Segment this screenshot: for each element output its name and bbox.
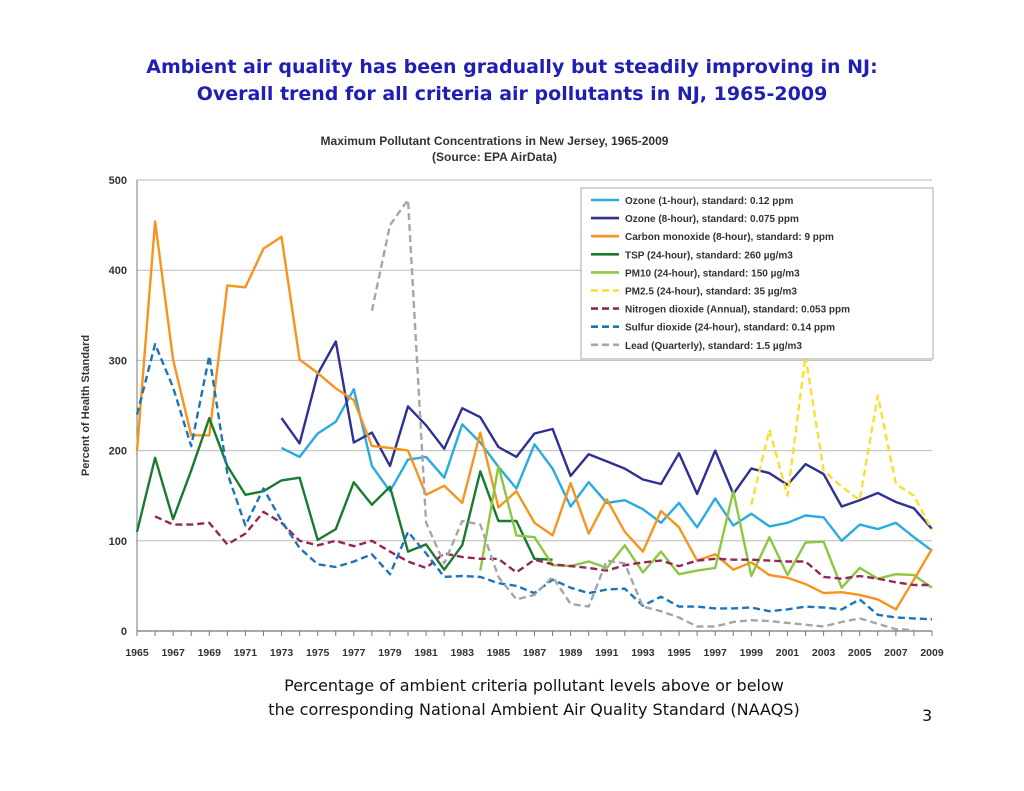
series-line-5 [750, 354, 934, 531]
page-number: 3 [922, 706, 933, 725]
x-tick-label: 1967 [161, 647, 185, 659]
y-tick-label: 200 [109, 446, 127, 458]
caption-line-1: Percentage of ambient criteria pollutant… [284, 676, 784, 695]
series-line-1 [280, 340, 933, 530]
pollutant-line-chart: Maximum Pollutant Concentrations in New … [80, 134, 944, 659]
x-tick-label: 2005 [848, 647, 872, 659]
x-tick-label: 1979 [378, 647, 402, 659]
caption-line-2: the corresponding National Ambient Air Q… [268, 700, 800, 719]
series-line-2 [135, 220, 934, 611]
legend-entry-4: PM10 (24-hour), standard: 150 µg/m3 [625, 268, 800, 279]
slide-title: Ambient air quality has been gradually b… [0, 54, 1024, 108]
slide-title-line-1: Ambient air quality has been gradually b… [146, 56, 878, 78]
x-tick-label: 1999 [740, 647, 764, 659]
x-tick-label: 1993 [631, 647, 655, 659]
legend-box [580, 187, 934, 360]
series-line-6 [154, 510, 932, 587]
x-tick-label: 1975 [306, 647, 330, 659]
legend-entry-3: TSP (24-hour), standard: 260 µg/m3 [625, 250, 793, 261]
chart-title: Maximum Pollutant Concentrations in New … [321, 134, 669, 148]
legend-entry-7: Sulfur dioxide (24-hour), standard: 0.14… [625, 323, 835, 334]
legend-entry-6: Nitrogen dioxide (Annual), standard: 0.0… [625, 305, 850, 316]
x-tick-label: 1995 [667, 647, 691, 659]
x-tick-label: 1981 [414, 647, 438, 659]
series-line-0 [280, 388, 933, 552]
series-line-7 [135, 342, 933, 621]
y-tick-label: 500 [109, 175, 127, 187]
x-tick-label: 2003 [812, 647, 836, 659]
slide-caption: Percentage of ambient criteria pollutant… [0, 674, 1024, 722]
x-tick-label: 1969 [198, 647, 222, 659]
x-tick-label: 2001 [776, 647, 800, 659]
y-tick-label: 400 [109, 265, 127, 277]
y-tick-label: 300 [109, 355, 127, 367]
legend-entry-5: PM2.5 (24-hour), standard: 35 µg/m3 [625, 287, 797, 298]
series-line-4 [479, 464, 933, 589]
legend-entry-1: Ozone (8-hour), standard: 0.075 ppm [625, 214, 799, 225]
x-tick-label: 2007 [884, 647, 908, 659]
x-tick-label: 1991 [595, 647, 619, 659]
y-tick-label: 100 [109, 536, 127, 548]
chart-subtitle: (Source: EPA AirData) [432, 150, 557, 164]
x-tick-label: 1977 [342, 647, 366, 659]
x-tick-label: 1965 [125, 647, 149, 659]
legend-entry-0: Ozone (1-hour), standard: 0.12 ppm [625, 196, 793, 207]
x-tick-label: 1987 [523, 647, 547, 659]
x-tick-label: 1971 [234, 647, 258, 659]
x-tick-label: 1973 [270, 647, 294, 659]
series-line-8 [370, 198, 914, 632]
x-tick-label: 1983 [451, 647, 475, 659]
legend-entry-2: Carbon monoxide (8-hour), standard: 9 pp… [625, 232, 834, 243]
series-line-3 [135, 416, 553, 571]
y-axis-label: Percent of Health Standard [80, 335, 92, 476]
y-tick-label: 0 [121, 626, 127, 638]
x-tick-label: 1989 [559, 647, 583, 659]
x-tick-label: 1997 [704, 647, 728, 659]
slide-title-line-2: Overall trend for all criteria air pollu… [196, 83, 828, 105]
x-tick-label: 2009 [920, 647, 944, 659]
legend-entry-8: Lead (Quarterly), standard: 1.5 µg/m3 [625, 341, 802, 352]
x-tick-label: 1985 [487, 647, 511, 659]
